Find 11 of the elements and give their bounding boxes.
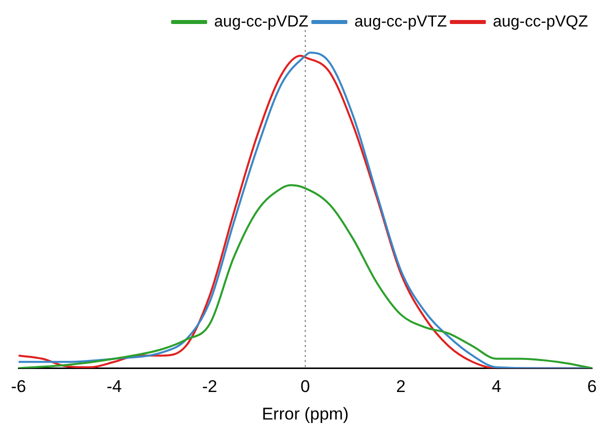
x-tick-label: 4 bbox=[492, 377, 502, 396]
x-tick-label: -4 bbox=[106, 377, 122, 396]
x-tick-label: 0 bbox=[300, 377, 310, 396]
x-tick-label: 6 bbox=[587, 377, 597, 396]
x-axis-title: Error (ppm) bbox=[262, 404, 349, 424]
legend-label: aug-cc-pVQZ bbox=[492, 13, 588, 30]
legend-label: aug-cc-pVDZ bbox=[214, 13, 309, 30]
legend-label: aug-cc-pVTZ bbox=[354, 13, 448, 30]
x-tick-label: 2 bbox=[396, 377, 406, 396]
x-tick-label: -2 bbox=[202, 377, 218, 396]
x-tick-label: -6 bbox=[10, 377, 26, 396]
